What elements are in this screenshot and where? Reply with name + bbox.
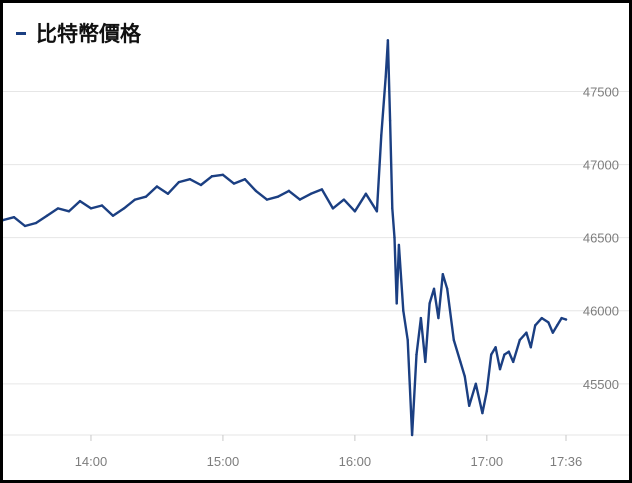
- price-data-point: [397, 243, 401, 247]
- price-data-point: [529, 346, 533, 349]
- price-data-point: [419, 316, 423, 320]
- price-data-point: [485, 389, 489, 393]
- price-data-point: [298, 198, 302, 201]
- price-data-point: [78, 199, 82, 203]
- x-tick-label: 15:00: [207, 454, 240, 469]
- price-data-point: [432, 287, 436, 291]
- price-data-point: [415, 353, 418, 356]
- price-data-point: [474, 382, 478, 386]
- price-data-point: [525, 331, 528, 334]
- price-data-point: [547, 321, 550, 324]
- price-data-point: [424, 360, 427, 364]
- legend-label: 比特幣價格: [36, 22, 141, 46]
- price-data-point: [56, 207, 60, 210]
- price-data-point: [375, 210, 379, 213]
- price-data-point: [3, 218, 5, 222]
- price-data-point: [199, 183, 203, 187]
- price-data-point: [560, 316, 563, 320]
- legend-swatch: [16, 31, 26, 35]
- price-data-point: [384, 75, 387, 79]
- price-data-point: [12, 215, 16, 219]
- price-data-point: [459, 360, 462, 364]
- price-data-point: [468, 404, 471, 407]
- price-data-point: [320, 188, 324, 191]
- chart-frame: 45500 46000 46500 47000 47500 14:00 15:00 16:00…: [3, 3, 629, 480]
- price-data-point: [232, 182, 236, 185]
- price-data-point: [393, 236, 396, 239]
- x-tick-label: 16:00: [339, 454, 372, 469]
- price-line-chart: 45500 46000 46500 47000 47500 14:00 15:00 16:00…: [3, 39, 629, 469]
- price-data-point: [287, 189, 291, 193]
- y-tick-label: 47000: [583, 158, 619, 173]
- price-data-point: [254, 189, 258, 193]
- price-data-point: [364, 192, 368, 195]
- price-data-point: [67, 210, 71, 213]
- x-tick-label: 17:00: [471, 454, 504, 469]
- price-data-point: [386, 39, 390, 42]
- price-data-point: [410, 433, 414, 437]
- price-data-point: [243, 177, 247, 181]
- price-data-point: [221, 173, 225, 176]
- price-data-point: [446, 287, 449, 291]
- price-data-point: [210, 175, 214, 178]
- y-tick-label: 47500: [583, 84, 619, 99]
- price-data-point: [155, 185, 159, 188]
- price-data-point: [406, 338, 409, 342]
- price-data-point: [481, 411, 484, 415]
- price-data-point: [265, 198, 269, 201]
- price-data-point: [437, 316, 440, 320]
- price-data-point: [494, 346, 497, 349]
- price-data-point: [551, 331, 555, 334]
- price-data-point: [133, 198, 137, 201]
- x-tick-label: 17:36: [550, 454, 583, 469]
- price-data-point: [518, 338, 522, 342]
- price-data-point: [380, 134, 383, 137]
- price-data-point: [540, 316, 544, 320]
- price-data-point: [507, 350, 511, 353]
- y-tick-label: 46000: [583, 304, 619, 319]
- x-tick-label: 14:00: [75, 454, 108, 469]
- price-data-point: [177, 180, 181, 184]
- price-data-point: [34, 221, 38, 225]
- price-data-point: [564, 318, 568, 321]
- price-data-point: [23, 224, 27, 228]
- price-data-point: [441, 273, 445, 276]
- price-data-point: [556, 324, 559, 327]
- price-data-point: [100, 204, 104, 207]
- price-data-point: [512, 360, 515, 364]
- price-data-point: [490, 353, 493, 356]
- y-tick-label: 45500: [583, 377, 619, 392]
- price-data-point: [122, 207, 126, 210]
- price-data-point: [391, 207, 394, 210]
- price-data-point: [309, 192, 313, 195]
- price-data-point: [395, 302, 398, 305]
- price-data-point: [463, 375, 467, 378]
- price-data-point: [144, 195, 148, 198]
- price-data-point: [428, 302, 431, 305]
- price-data-point: [111, 214, 115, 217]
- price-data-point: [353, 210, 357, 213]
- price-data-point: [498, 368, 502, 371]
- price-data-point: [388, 119, 392, 122]
- price-data-point: [402, 309, 405, 312]
- price-data-point: [331, 207, 335, 210]
- price-data-point: [503, 353, 506, 356]
- price-data-point: [276, 195, 280, 198]
- price-data-point: [45, 214, 49, 217]
- price-data-point: [188, 177, 192, 181]
- price-data-point: [166, 192, 170, 195]
- price-data-point: [452, 338, 456, 342]
- price-data-point: [89, 207, 93, 210]
- y-tick-label: 46500: [583, 231, 619, 246]
- chart-legend: 比特幣價格: [3, 3, 181, 63]
- price-data-point: [534, 324, 537, 327]
- price-data-point: [342, 198, 346, 201]
